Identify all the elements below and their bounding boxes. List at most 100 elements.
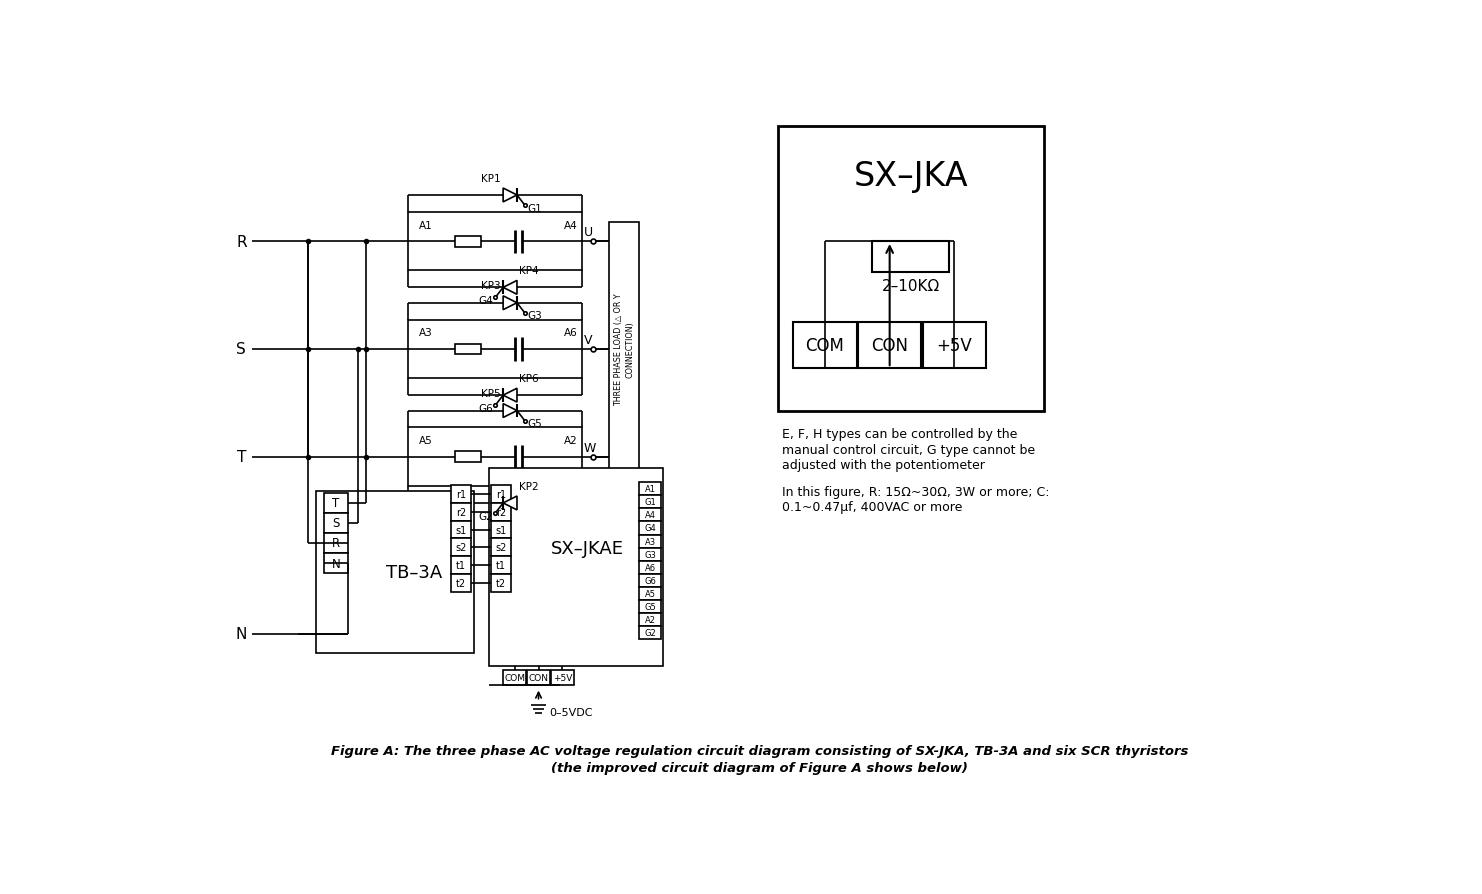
- Polygon shape: [502, 496, 517, 510]
- Bar: [639, 627, 661, 639]
- Text: KP1: KP1: [482, 173, 501, 183]
- Bar: [639, 522, 661, 535]
- Bar: [489, 468, 662, 666]
- Text: G5: G5: [645, 603, 657, 611]
- Text: G1: G1: [528, 204, 542, 214]
- Bar: [455, 451, 480, 462]
- Text: S: S: [332, 517, 339, 530]
- Text: CON: CON: [529, 673, 548, 682]
- Text: A1: A1: [645, 485, 655, 493]
- Bar: [409, 428, 581, 486]
- Text: A3: A3: [645, 537, 655, 546]
- Bar: [451, 539, 471, 556]
- Bar: [491, 503, 511, 521]
- Text: G4: G4: [479, 296, 494, 306]
- Text: R: R: [332, 537, 339, 550]
- Text: G1: G1: [645, 498, 657, 507]
- Text: N: N: [236, 627, 247, 642]
- Text: S: S: [237, 342, 246, 357]
- Text: r2: r2: [495, 507, 505, 518]
- Polygon shape: [502, 389, 517, 402]
- Bar: [491, 485, 511, 503]
- Bar: [451, 556, 471, 574]
- Text: t2: t2: [496, 578, 505, 588]
- Text: manual control circuit, G type cannot be: manual control circuit, G type cannot be: [782, 443, 1034, 456]
- Text: W: W: [584, 442, 596, 454]
- Bar: [409, 213, 581, 271]
- Text: A3: A3: [419, 328, 433, 338]
- Bar: [858, 323, 922, 369]
- Text: G6: G6: [645, 577, 657, 586]
- Text: THREE PHASE LOAD (△ OR Y
CONNECTION): THREE PHASE LOAD (△ OR Y CONNECTION): [614, 293, 634, 406]
- Text: G3: G3: [645, 550, 657, 559]
- Text: 0.1~0.47μf, 400VAC or more: 0.1~0.47μf, 400VAC or more: [782, 501, 962, 514]
- Text: G2: G2: [479, 511, 494, 521]
- Bar: [502, 670, 526, 686]
- Text: +5V: +5V: [937, 337, 972, 355]
- Bar: [639, 613, 661, 627]
- Bar: [451, 574, 471, 592]
- Bar: [778, 127, 1043, 411]
- Text: A5: A5: [645, 589, 655, 598]
- Bar: [451, 503, 471, 521]
- Text: A4: A4: [645, 510, 655, 519]
- Bar: [639, 509, 661, 522]
- Bar: [793, 323, 857, 369]
- Text: R: R: [236, 234, 246, 249]
- Bar: [639, 495, 661, 509]
- Bar: [451, 485, 471, 503]
- Bar: [491, 556, 511, 574]
- Bar: [323, 493, 348, 513]
- Text: A6: A6: [565, 328, 578, 338]
- Text: A1: A1: [419, 220, 433, 231]
- Bar: [639, 483, 661, 495]
- Text: A2: A2: [565, 435, 578, 446]
- Text: Figure A: The three phase AC voltage regulation circuit diagram consisting of SX: Figure A: The three phase AC voltage reg…: [330, 745, 1189, 757]
- Text: r2: r2: [455, 507, 465, 518]
- Text: T: T: [332, 497, 339, 510]
- Polygon shape: [502, 189, 517, 203]
- Bar: [316, 492, 474, 654]
- Text: KP2: KP2: [519, 481, 539, 491]
- Text: COM: COM: [504, 673, 525, 682]
- Text: 0–5VDC: 0–5VDC: [550, 707, 593, 717]
- Text: r1: r1: [455, 490, 465, 500]
- Text: +5V: +5V: [553, 673, 572, 682]
- Bar: [491, 521, 511, 539]
- Bar: [528, 670, 550, 686]
- Bar: [455, 237, 480, 248]
- Bar: [923, 323, 986, 369]
- Text: G3: G3: [528, 311, 542, 321]
- Text: KP6: KP6: [519, 374, 539, 384]
- Text: G4: G4: [645, 524, 657, 533]
- Text: In this figure, R: 15Ω~30Ω, 3W or more; C:: In this figure, R: 15Ω~30Ω, 3W or more; …: [782, 485, 1049, 498]
- Text: A4: A4: [565, 220, 578, 231]
- Bar: [609, 223, 639, 477]
- Text: G2: G2: [645, 628, 657, 637]
- Text: V: V: [584, 333, 593, 347]
- Bar: [873, 242, 950, 273]
- Text: G5: G5: [528, 418, 542, 429]
- Bar: [491, 574, 511, 592]
- Text: s1: s1: [495, 525, 507, 535]
- Text: t2: t2: [455, 578, 465, 588]
- Bar: [409, 320, 581, 379]
- Text: G6: G6: [479, 403, 494, 413]
- Bar: [639, 548, 661, 561]
- Text: 2–10KΩ: 2–10KΩ: [882, 279, 940, 294]
- Text: N: N: [332, 557, 341, 569]
- Text: adjusted with the potentiometer: adjusted with the potentiometer: [782, 459, 984, 471]
- Text: t1: t1: [456, 561, 465, 570]
- Text: (the improved circuit diagram of Figure A shows below): (the improved circuit diagram of Figure …: [551, 762, 968, 774]
- Text: s1: s1: [455, 525, 467, 535]
- Text: KP3: KP3: [482, 281, 501, 291]
- Text: s2: s2: [455, 543, 467, 552]
- Bar: [551, 670, 574, 686]
- Text: SX–JKA: SX–JKA: [854, 160, 968, 193]
- Bar: [639, 574, 661, 587]
- Text: SX–JKAE: SX–JKAE: [551, 539, 624, 557]
- Text: U: U: [584, 226, 593, 239]
- Text: COM: COM: [806, 337, 845, 355]
- Text: s2: s2: [495, 543, 507, 552]
- Bar: [639, 561, 661, 574]
